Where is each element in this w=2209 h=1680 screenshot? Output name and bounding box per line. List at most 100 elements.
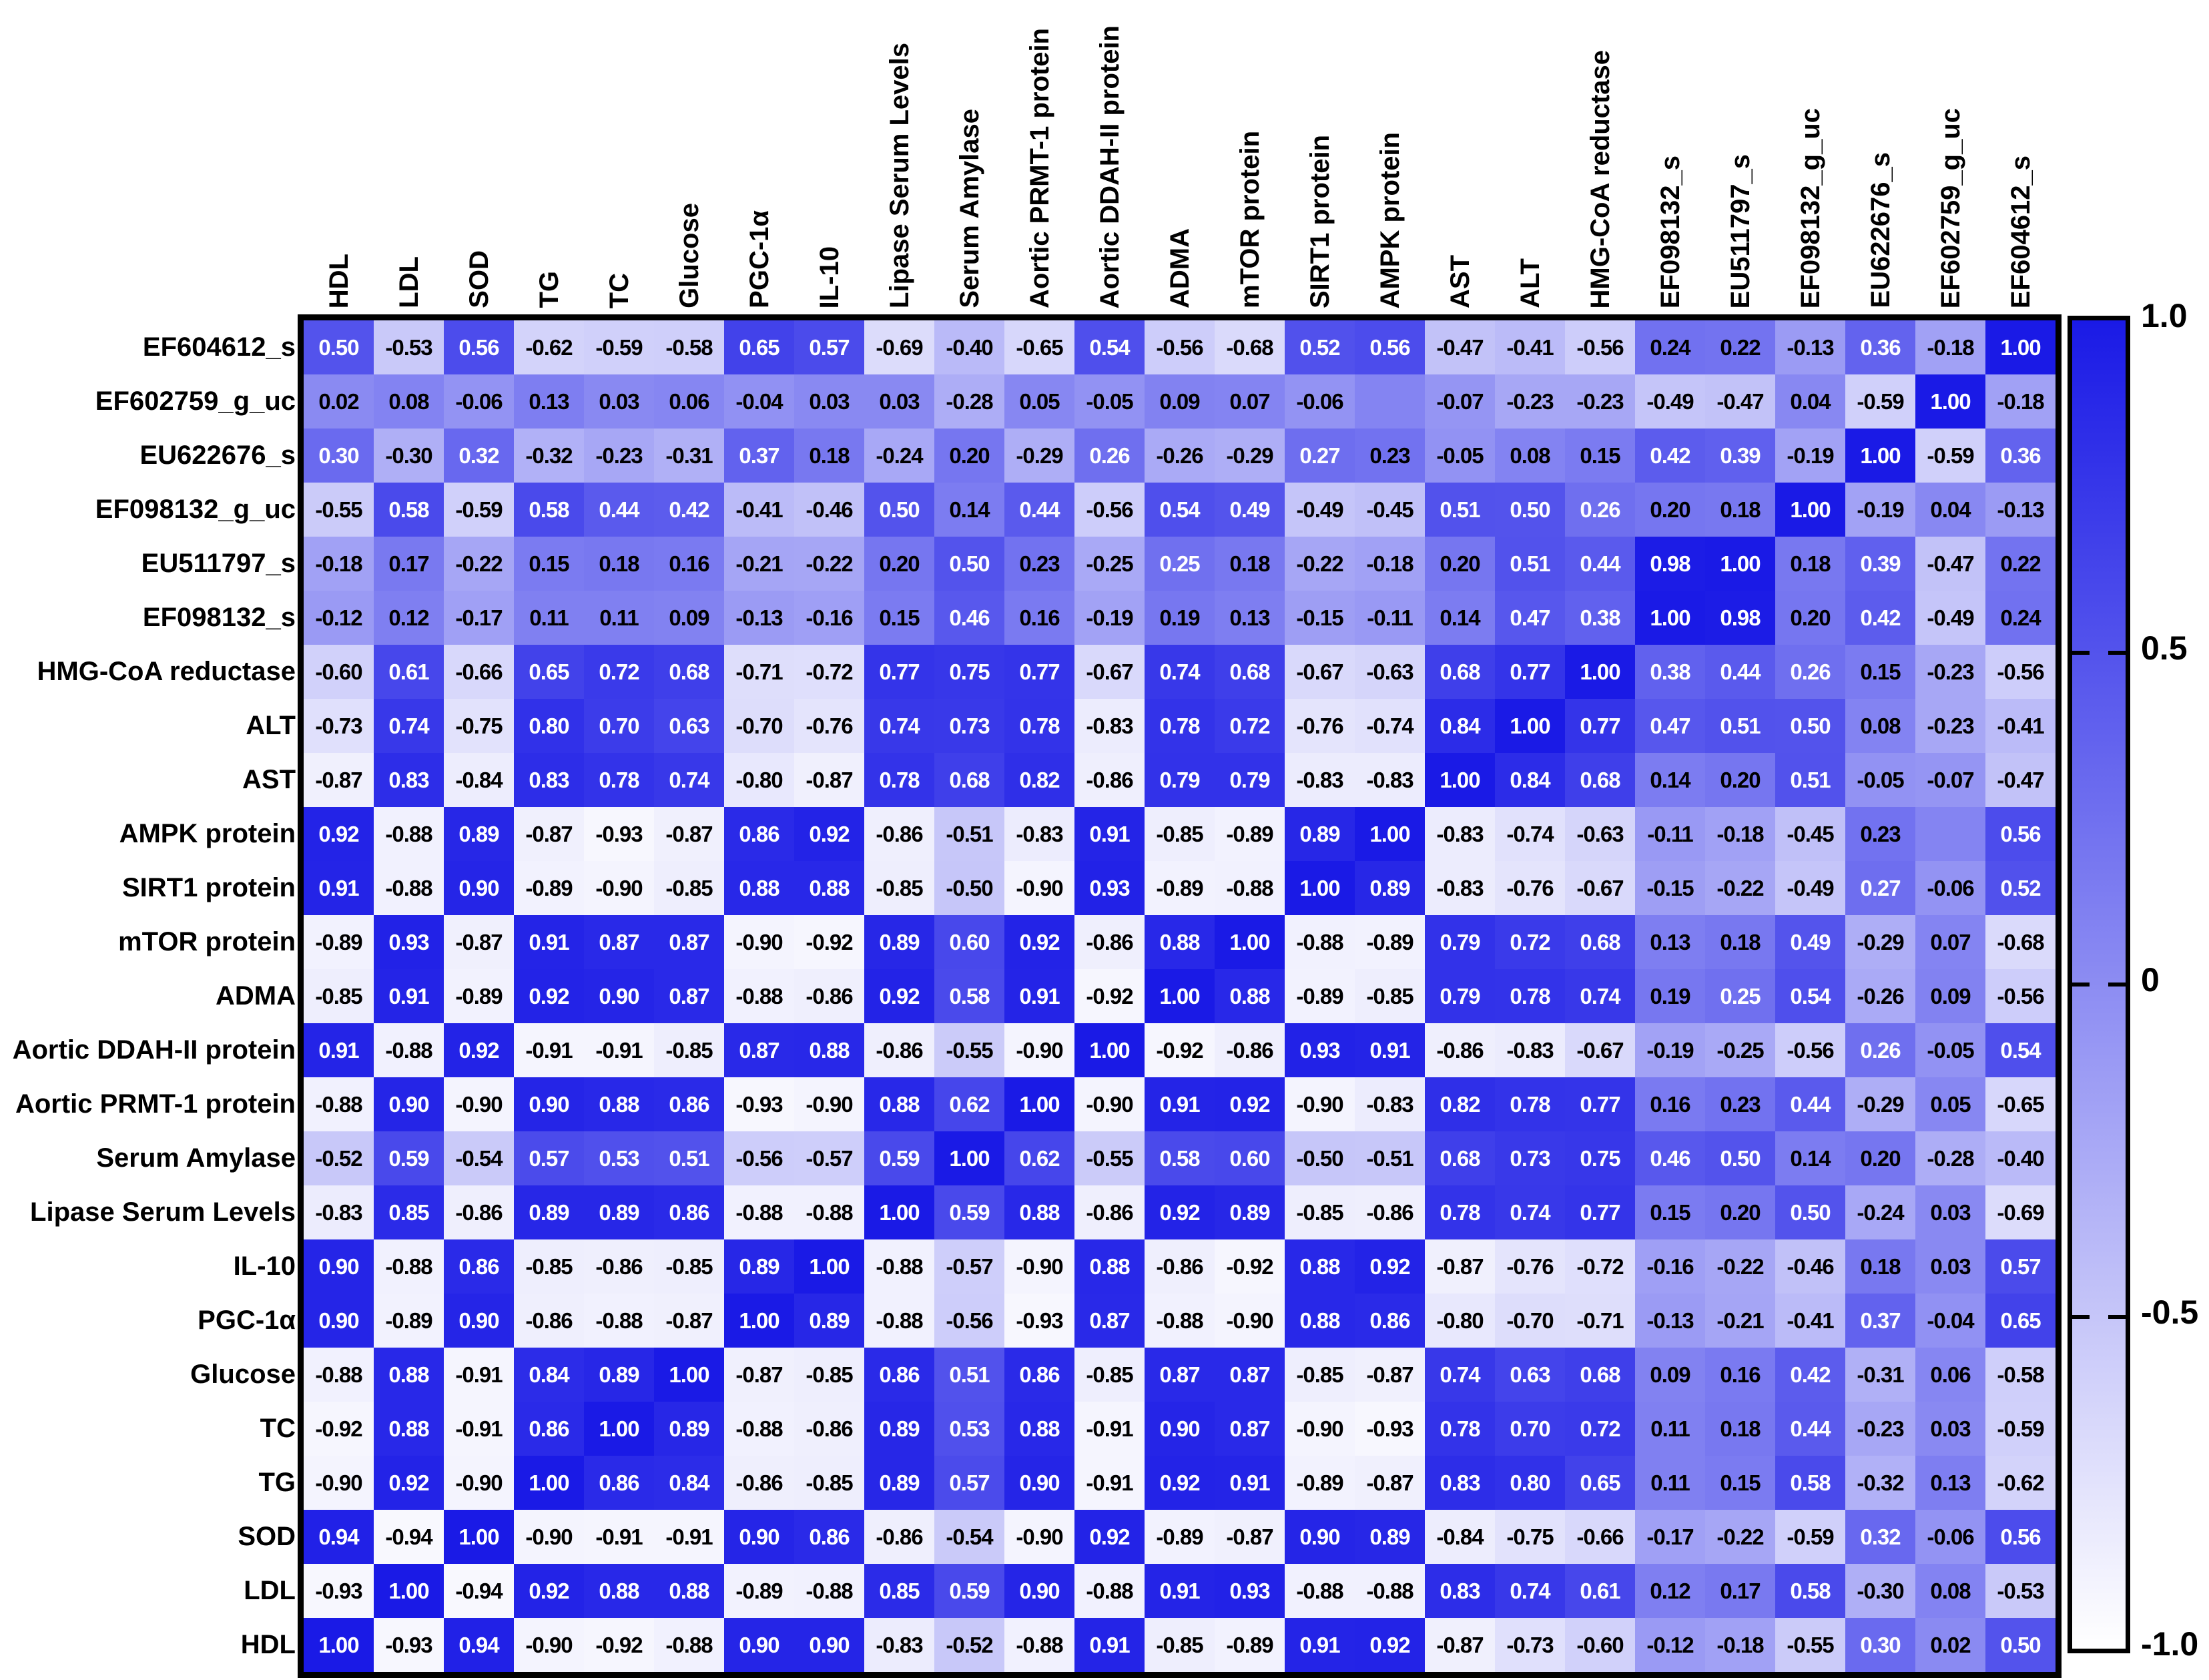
matrix-cell: 0.91 (1145, 1564, 1215, 1618)
matrix-cell: -0.18 (1705, 807, 1775, 861)
matrix-cell: -0.72 (794, 645, 864, 699)
matrix-cell: 1.00 (1635, 591, 1705, 645)
matrix-cell: 1.00 (934, 1131, 1004, 1185)
matrix-cell: 0.84 (1425, 699, 1495, 753)
matrix-cell: 0.89 (864, 915, 934, 969)
matrix-cell: 0.27 (1285, 429, 1355, 483)
matrix-cell: 0.18 (584, 537, 654, 591)
matrix-cell (1355, 374, 1425, 429)
matrix-cell: 0.77 (1565, 699, 1635, 753)
matrix-cell: -0.88 (864, 1239, 934, 1294)
matrix-cell: -0.85 (304, 969, 374, 1023)
matrix-cell: 0.73 (1495, 1131, 1565, 1185)
matrix-cell (1915, 807, 1985, 861)
matrix-cell: 1.00 (654, 1348, 724, 1402)
matrix-cell: 0.91 (374, 969, 444, 1023)
matrix-cell: 0.12 (1635, 1564, 1705, 1618)
column-header: EU511797_s (1705, 0, 1775, 308)
matrix-cell: 1.00 (1705, 537, 1775, 591)
matrix-cell: 0.17 (374, 537, 444, 591)
matrix-cell: 0.11 (584, 591, 654, 645)
matrix-cell: -0.91 (584, 1510, 654, 1564)
matrix-cell: -0.86 (1215, 1023, 1285, 1077)
matrix-cell: 0.86 (1004, 1348, 1074, 1402)
matrix-cell: 0.86 (794, 1510, 864, 1564)
matrix-cell: 0.16 (1705, 1348, 1775, 1402)
matrix-cell: -0.91 (584, 1023, 654, 1077)
matrix-cell: 0.86 (654, 1185, 724, 1239)
matrix-cell: -0.41 (1495, 320, 1565, 374)
matrix-cell: -0.89 (514, 861, 584, 915)
matrix-cell: -0.55 (1775, 1618, 1845, 1672)
matrix-cell: 0.32 (444, 429, 514, 483)
matrix-cell: -0.92 (1215, 1239, 1285, 1294)
matrix-cell: -0.80 (724, 753, 794, 807)
matrix-cell: -0.56 (1565, 320, 1635, 374)
matrix-cell: 0.91 (1074, 1618, 1145, 1672)
matrix-cell: 0.58 (374, 483, 444, 537)
matrix-cell: 0.36 (1845, 320, 1915, 374)
matrix-cell: -0.57 (934, 1239, 1004, 1294)
matrix-cell: 1.00 (444, 1510, 514, 1564)
matrix-cell: 0.57 (514, 1131, 584, 1185)
matrix-cell: 0.94 (444, 1618, 514, 1672)
matrix-cell: -0.13 (724, 591, 794, 645)
column-header: AMPK protein (1355, 0, 1425, 308)
matrix-cell: 0.74 (1565, 969, 1635, 1023)
matrix-cell: -0.90 (584, 861, 654, 915)
matrix-cell: -0.90 (1285, 1077, 1355, 1131)
matrix-cell: 0.37 (724, 429, 794, 483)
row-label: IL-10 (233, 1251, 296, 1281)
matrix-cell: 1.00 (304, 1618, 374, 1672)
matrix-cell: 0.93 (1074, 861, 1145, 915)
matrix-cell: 0.62 (1004, 1131, 1074, 1185)
matrix-cell: -0.88 (1285, 1564, 1355, 1618)
matrix-cell: 0.54 (1145, 483, 1215, 537)
matrix-cell: 0.90 (444, 861, 514, 915)
matrix-cell: -0.85 (1145, 1618, 1215, 1672)
matrix-cell: -0.85 (1285, 1185, 1355, 1239)
matrix-cell: -0.94 (374, 1510, 444, 1564)
column-header-label: PGC-1α (744, 210, 774, 308)
matrix-cell: -0.05 (1915, 1023, 1985, 1077)
matrix-cell: -0.89 (1215, 807, 1285, 861)
matrix-cell: 0.23 (1355, 429, 1425, 483)
matrix-cell: -0.69 (864, 320, 934, 374)
matrix-cell: 0.15 (864, 591, 934, 645)
matrix-cell: -0.21 (1705, 1294, 1775, 1348)
matrix-cell: 0.11 (1635, 1402, 1705, 1456)
matrix-cell: -0.41 (724, 483, 794, 537)
matrix-cell: 0.56 (1985, 807, 2056, 861)
matrix-cell: 0.17 (1705, 1564, 1775, 1618)
matrix-cell: 0.82 (1425, 1077, 1495, 1131)
matrix-cell: -0.55 (1074, 1131, 1145, 1185)
matrix-cell: 0.90 (724, 1618, 794, 1672)
matrix-cell: -0.88 (654, 1618, 724, 1672)
matrix-cell: -0.90 (1004, 1023, 1074, 1077)
matrix-cell: 0.58 (1775, 1456, 1845, 1510)
matrix-cell: 0.88 (584, 1077, 654, 1131)
matrix-cell: -0.49 (1775, 861, 1845, 915)
matrix-cell: 0.05 (1004, 374, 1074, 429)
matrix-cell: 0.03 (794, 374, 864, 429)
matrix-cell: 0.13 (1215, 591, 1285, 645)
matrix-cell: 0.58 (934, 969, 1004, 1023)
matrix-cell: -0.12 (304, 591, 374, 645)
matrix-cell: 0.61 (1565, 1564, 1635, 1618)
colorbar-tick-labels: 1.0 0.5 0 -0.5 -1.0 (2141, 297, 2208, 1663)
matrix-cell: -0.13 (1775, 320, 1845, 374)
column-header: SOD (444, 0, 514, 308)
matrix-cell: 1.00 (794, 1239, 864, 1294)
matrix-cell: 0.65 (724, 320, 794, 374)
matrix-cell: 0.11 (1635, 1456, 1705, 1510)
matrix-cell: 1.00 (724, 1294, 794, 1348)
matrix-cell: 0.75 (934, 645, 1004, 699)
matrix-cell: 0.92 (1355, 1239, 1425, 1294)
matrix-cell: 0.50 (1495, 483, 1565, 537)
matrix-cell: 0.89 (864, 1402, 934, 1456)
matrix-cell: -0.47 (1915, 537, 1985, 591)
matrix-cell: 0.50 (1705, 1131, 1775, 1185)
column-header: EF098132_s (1635, 0, 1705, 308)
matrix-cell: -0.62 (514, 320, 584, 374)
